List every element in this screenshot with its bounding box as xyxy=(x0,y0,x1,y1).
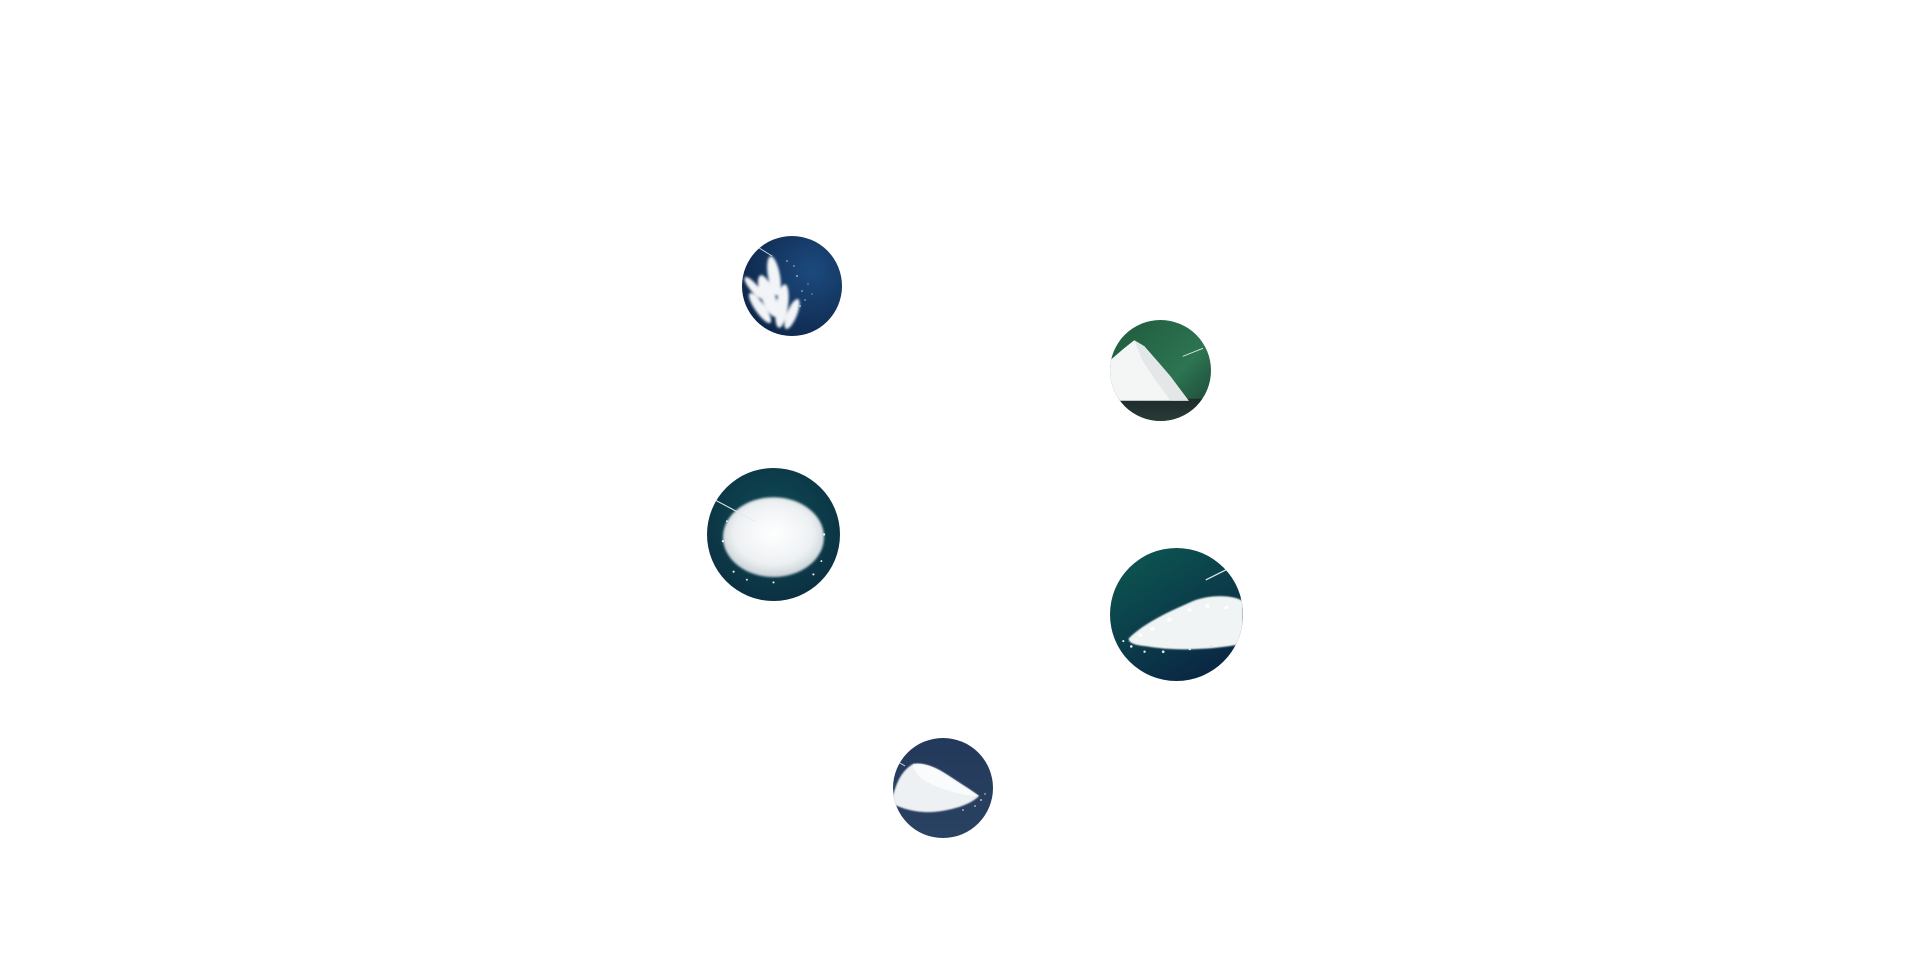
powder-mound-icon xyxy=(707,468,840,601)
coarse-crystal-icon xyxy=(1110,548,1243,681)
product-circle-pile[interactable] xyxy=(893,738,993,838)
product-circle-mound[interactable] xyxy=(707,468,840,601)
product-circle-coarse[interactable] xyxy=(1110,548,1243,681)
powder-spray-icon xyxy=(742,236,842,336)
product-circle-peak[interactable] xyxy=(1110,320,1211,421)
powder-pile-icon xyxy=(893,738,993,838)
powder-peak-icon xyxy=(1110,320,1211,421)
product-circle-spray[interactable] xyxy=(742,236,842,336)
